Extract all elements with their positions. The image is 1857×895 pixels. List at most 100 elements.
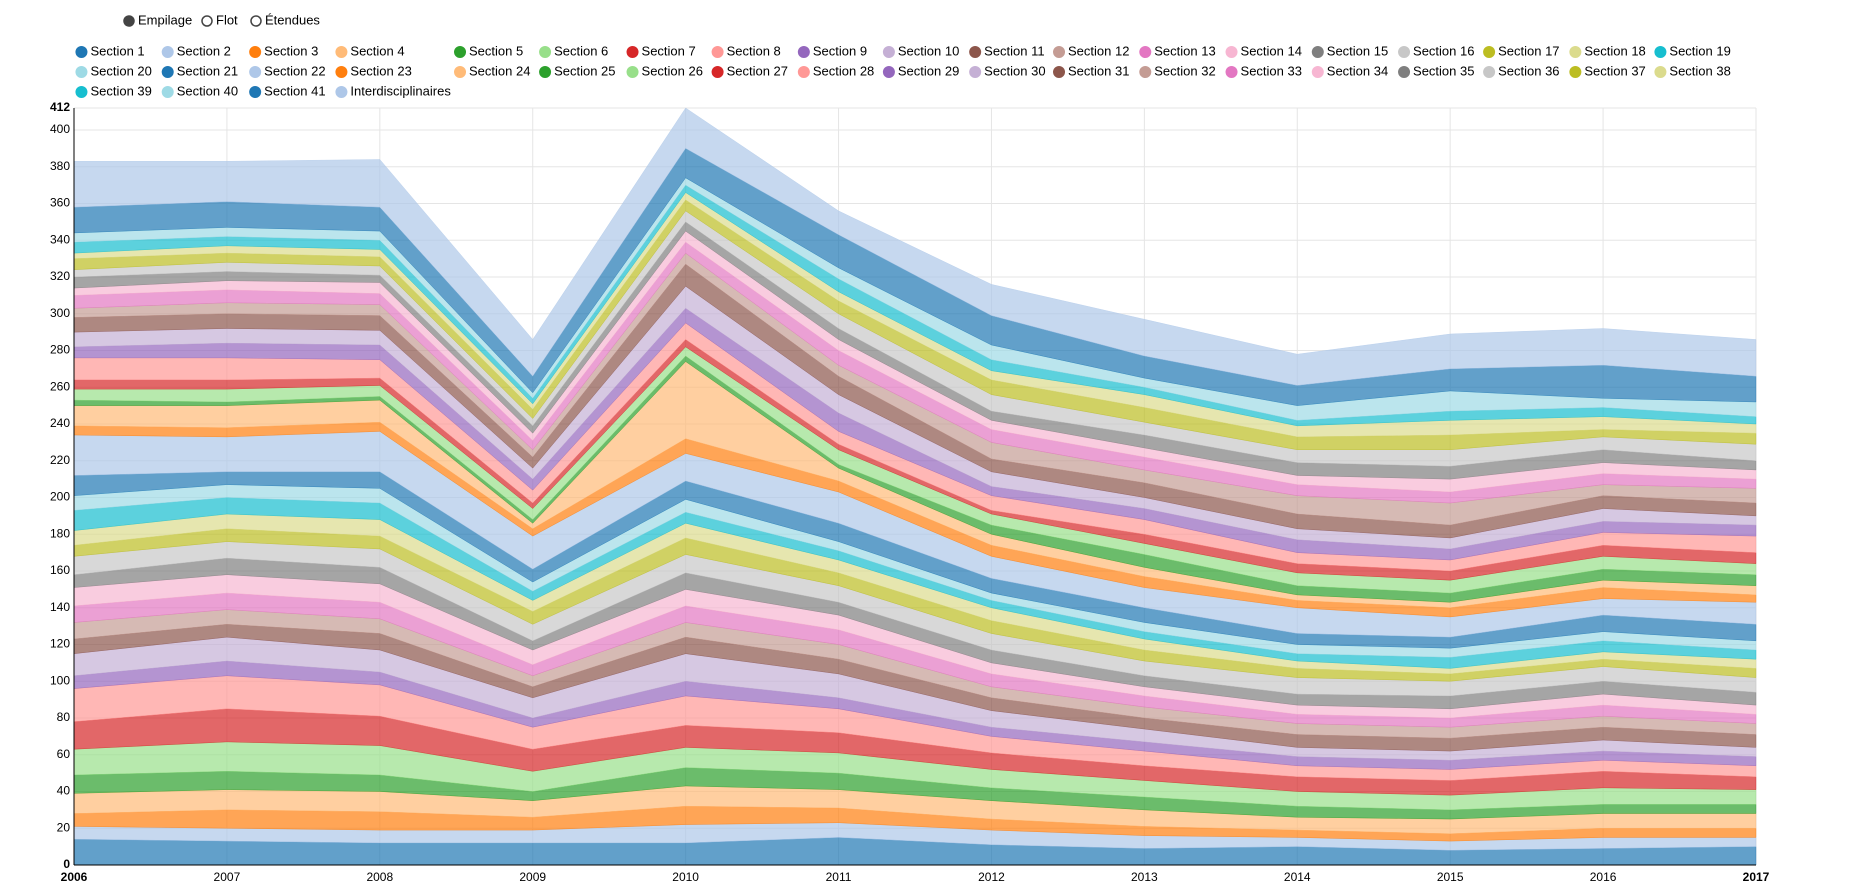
legend-label[interactable]: Section 1 xyxy=(90,43,144,58)
legend-label[interactable]: Section 20 xyxy=(90,63,151,78)
legend-label[interactable]: Section 4 xyxy=(350,43,404,58)
legend-swatch[interactable] xyxy=(1483,46,1496,58)
legend-swatch[interactable] xyxy=(249,46,262,58)
legend-swatch[interactable] xyxy=(1569,46,1582,58)
legend-swatch[interactable] xyxy=(1398,46,1411,58)
legend-swatch[interactable] xyxy=(797,66,810,78)
legend-label[interactable]: Section 2 xyxy=(177,43,231,58)
y-tick-label: 400 xyxy=(50,122,70,136)
legend-swatch[interactable] xyxy=(1311,66,1324,78)
legend-swatch[interactable] xyxy=(1053,46,1066,58)
legend-label[interactable]: Section 14 xyxy=(1241,43,1302,58)
area xyxy=(73,107,1757,386)
legend-label[interactable]: Section 32 xyxy=(1154,63,1215,78)
legend-label[interactable]: Section 21 xyxy=(177,63,238,78)
legend-label[interactable]: Section 17 xyxy=(1498,43,1559,58)
legend-swatch[interactable] xyxy=(1311,46,1324,58)
legend-label[interactable]: Section 36 xyxy=(1498,63,1559,78)
legend-label[interactable]: Section 24 xyxy=(469,63,530,78)
legend-label[interactable]: Section 39 xyxy=(90,83,151,98)
legend-label[interactable]: Section 22 xyxy=(264,63,325,78)
legend-swatch[interactable] xyxy=(335,46,348,58)
legend-label[interactable]: Section 25 xyxy=(554,63,615,78)
legend-swatch[interactable] xyxy=(454,46,467,58)
radio-label[interactable]: Flot xyxy=(216,12,238,27)
legend-label[interactable]: Section 8 xyxy=(727,43,781,58)
legend-label[interactable]: Section 12 xyxy=(1068,43,1129,58)
legend-label[interactable]: Section 9 xyxy=(813,43,867,58)
legend-swatch[interactable] xyxy=(882,66,895,78)
legend-label[interactable]: Section 23 xyxy=(350,63,411,78)
legend-swatch[interactable] xyxy=(249,86,262,98)
legend-swatch[interactable] xyxy=(969,46,982,58)
legend-label[interactable]: Interdisciplinaires xyxy=(350,83,451,98)
legend-swatch[interactable] xyxy=(797,46,810,58)
legend-swatch[interactable] xyxy=(1654,46,1667,58)
legend-label[interactable]: Section 10 xyxy=(898,43,959,58)
legend-label[interactable]: Section 40 xyxy=(177,83,238,98)
legend-label[interactable]: Section 31 xyxy=(1068,63,1129,78)
legend-swatch[interactable] xyxy=(539,66,552,78)
legend-swatch[interactable] xyxy=(75,86,88,98)
legend-label[interactable]: Section 37 xyxy=(1584,63,1645,78)
legend-label[interactable]: Section 27 xyxy=(727,63,788,78)
y-tick-label: 80 xyxy=(57,710,71,724)
legend-swatch[interactable] xyxy=(1225,66,1238,78)
legend-label[interactable]: Section 3 xyxy=(264,43,318,58)
legend-swatch[interactable] xyxy=(626,46,639,58)
legend-label[interactable]: Section 41 xyxy=(264,83,325,98)
legend-swatch[interactable] xyxy=(711,66,724,78)
legend-swatch[interactable] xyxy=(1569,66,1582,78)
legend-label[interactable]: Section 7 xyxy=(642,43,696,58)
radio[interactable] xyxy=(250,15,262,27)
legend-label[interactable]: Section 15 xyxy=(1327,43,1388,58)
x-tick-label: 2015 xyxy=(1437,870,1464,884)
radio-label[interactable]: Empilage xyxy=(138,12,192,27)
legend-label[interactable]: Section 33 xyxy=(1241,63,1302,78)
legend-swatch[interactable] xyxy=(626,66,639,78)
legend-label[interactable]: Section 38 xyxy=(1669,63,1730,78)
legend-swatch[interactable] xyxy=(1483,66,1496,78)
legend-swatch[interactable] xyxy=(335,86,348,98)
legend-swatch[interactable] xyxy=(335,66,348,78)
legend-label[interactable]: Section 26 xyxy=(642,63,703,78)
legend-swatch[interactable] xyxy=(1654,66,1667,78)
legend-label[interactable]: Section 19 xyxy=(1669,43,1730,58)
legend-label[interactable]: Section 5 xyxy=(469,43,523,58)
legend-swatch[interactable] xyxy=(75,66,88,78)
legend-label[interactable]: Section 34 xyxy=(1327,63,1388,78)
y-tick-label: 300 xyxy=(50,306,70,320)
legend-swatch[interactable] xyxy=(1225,46,1238,58)
legend-swatch[interactable] xyxy=(161,46,174,58)
legend-label[interactable]: Section 13 xyxy=(1154,43,1215,58)
legend-swatch[interactable] xyxy=(1398,66,1411,78)
radio-label[interactable]: Étendues xyxy=(265,12,320,27)
legend-swatch[interactable] xyxy=(75,46,88,58)
legend-label[interactable]: Section 11 xyxy=(984,43,1044,58)
x-tick-label: 2006 xyxy=(61,870,88,884)
legend-label[interactable]: Section 28 xyxy=(813,63,874,78)
y-tick-label: 160 xyxy=(50,563,70,577)
legend-swatch[interactable] xyxy=(161,66,174,78)
legend-swatch[interactable] xyxy=(249,66,262,78)
legend-swatch[interactable] xyxy=(1053,66,1066,78)
legend-swatch[interactable] xyxy=(711,46,724,58)
legend-label[interactable]: Section 6 xyxy=(554,43,608,58)
legend-swatch[interactable] xyxy=(1139,46,1152,58)
legend-swatch[interactable] xyxy=(1139,66,1152,78)
x-tick-label: 2007 xyxy=(214,870,241,884)
radio[interactable] xyxy=(123,15,135,27)
legend-label[interactable]: Section 29 xyxy=(898,63,959,78)
legend-label[interactable]: Section 35 xyxy=(1413,63,1474,78)
legend-label[interactable]: Section 16 xyxy=(1413,43,1474,58)
legend-swatch[interactable] xyxy=(539,46,552,58)
legend-swatch[interactable] xyxy=(454,66,467,78)
radio[interactable] xyxy=(201,15,213,27)
legend-swatch[interactable] xyxy=(882,46,895,58)
legend-swatch[interactable] xyxy=(161,86,174,98)
legend-label[interactable]: Section 30 xyxy=(984,63,1045,78)
legend-swatch[interactable] xyxy=(969,66,982,78)
legend-label[interactable]: Section 18 xyxy=(1584,43,1645,58)
x-tick-label: 2009 xyxy=(519,870,546,884)
